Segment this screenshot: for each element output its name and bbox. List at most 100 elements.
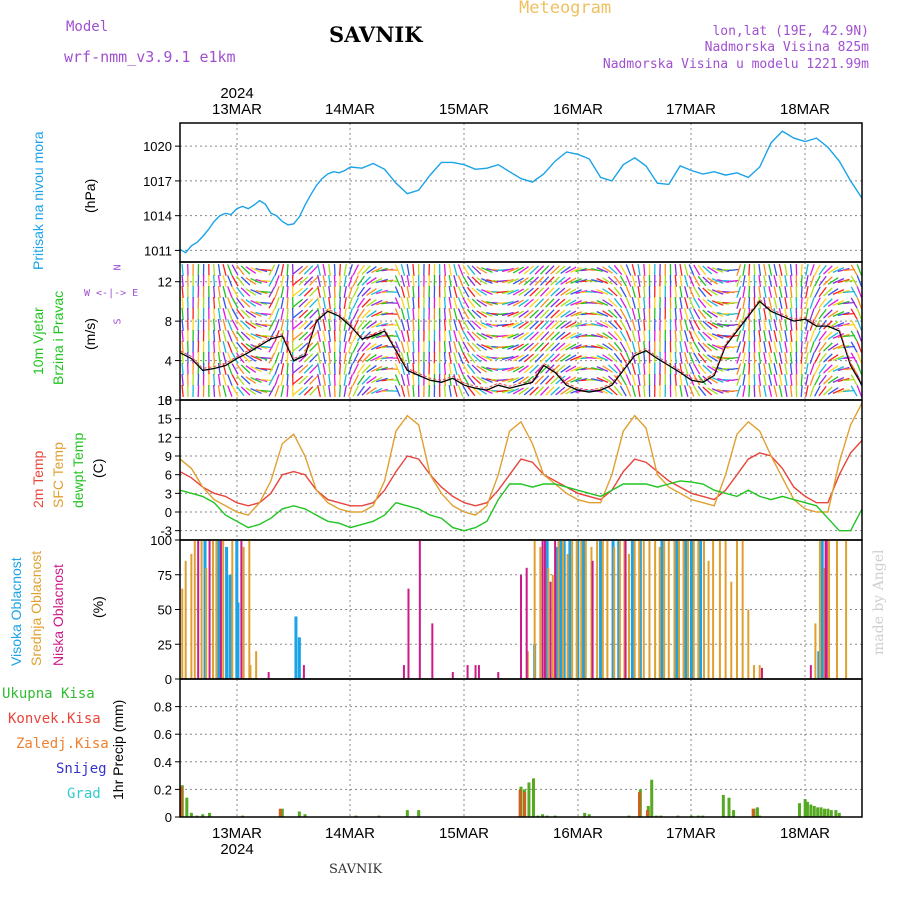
wind-barb [222,330,227,342]
wind-barb [286,296,289,310]
wind-barb [268,374,276,386]
wind-barb [317,341,321,353]
wind-barb [394,374,401,386]
wind-barb [236,341,245,353]
wind-barb [322,351,327,365]
y-tick-label: 6 [165,468,172,483]
wind-barb [688,330,695,342]
wind-barb [842,290,855,294]
wind-barb [181,373,184,387]
wind-barb [356,308,366,320]
wind-barb [688,264,695,276]
wind-barb [753,373,756,387]
wind-barb [260,323,273,327]
wind-barb [466,308,476,320]
wind-barb [322,329,327,343]
wind-barb [818,264,827,276]
wind-barb [619,374,627,386]
wind-barb [545,309,555,319]
wind-barb [448,318,452,332]
wind-barb [637,384,641,398]
wind-barb [555,353,566,363]
y-tick-label: 0.2 [154,782,172,797]
wind-barb [240,276,251,286]
wind-barb [328,318,331,332]
wind-barb [596,311,609,317]
year-label: 2024 [220,841,253,858]
wind-barb [286,351,289,365]
wind-barb [697,308,707,320]
wind-barb [339,296,341,310]
wind-barb [343,285,347,299]
wind-barb [697,275,707,287]
wind-barb [213,351,216,365]
wind-barb [850,374,858,386]
y-tick-label: 12 [158,275,172,290]
wind-barb [545,287,555,297]
wind-barb [462,275,470,287]
wind-barb [534,375,545,385]
wind-barb [742,384,746,398]
wind-barb [317,264,321,276]
wind-barb [596,267,609,273]
wind-barb [591,289,604,295]
wind-barb [784,285,788,299]
wind-barb [763,274,767,288]
mid-cloud-bar [613,546,616,679]
wind-barb [679,285,683,299]
mid-cloud-bar [667,540,670,679]
wind-barb [507,355,519,361]
wind-barb [453,341,458,353]
wind-barb [727,279,740,283]
wind-barb [227,286,233,298]
wind-barb [328,329,331,343]
wind-barb [842,279,855,283]
wind-barb [550,287,560,297]
model-label: Model [66,19,109,35]
mid-cloud-bar [697,540,700,679]
wind-barb [625,275,632,287]
wind-barb [784,274,788,288]
wind-barb [631,385,636,397]
low-cloud-bar [219,540,222,679]
wind-barb [222,264,227,276]
wind-barb [303,364,314,374]
wind-barb [496,389,509,393]
precip-legend-hail: Grad [67,786,101,802]
wind-barb [292,375,304,385]
wind-barb [697,319,707,331]
wind-barb [789,285,793,299]
wind-barb [758,329,762,343]
wind-barb [361,265,371,275]
wind-barb [550,331,560,341]
wind-barb [591,355,604,361]
wind-barb [613,330,623,342]
wind-barb [240,331,251,341]
wind-barb [591,366,604,372]
wind-barb [274,341,280,353]
wind-barb [827,299,839,307]
conv-rain-bar [645,810,649,817]
wind-barb [711,355,724,361]
wind-barb [501,388,514,394]
wind-barb [789,362,793,376]
date-tick-label: 17MAR [666,825,716,842]
wind-barb [773,363,778,375]
wind-barb [236,297,245,309]
mid-cloud-bar [231,540,234,679]
total-rain-bar [650,779,654,817]
total-rain-bar [587,814,591,817]
wind-barb [570,322,582,328]
wind-barb [328,340,331,354]
wind-barb [245,299,257,307]
high-cloud-bar [294,616,298,679]
wind-barb [512,288,524,296]
wind-barb [529,309,539,319]
wind-barb [501,300,514,306]
wind-barb [448,296,452,310]
wind-barb [217,384,221,398]
wind-barb [784,351,788,365]
wind-barb [231,319,239,331]
mid-cloud-bar [677,540,680,679]
wind-barb [637,307,641,321]
